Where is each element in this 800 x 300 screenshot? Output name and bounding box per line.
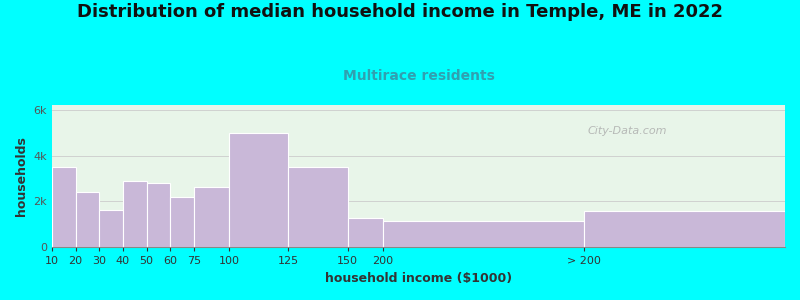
Bar (347, 218, 383, 248)
Bar (383, 221, 584, 248)
Y-axis label: households: households (15, 136, 28, 216)
Text: Distribution of median household income in Temple, ME in 2022: Distribution of median household income … (77, 3, 723, 21)
Bar (170, 197, 194, 248)
Bar (289, 167, 347, 248)
Text: City-Data.com: City-Data.com (587, 126, 666, 136)
Bar (99, 209, 123, 247)
Bar (194, 187, 230, 247)
Bar (52, 167, 76, 248)
Bar (230, 133, 289, 248)
X-axis label: household income ($1000): household income ($1000) (325, 272, 512, 285)
Bar (123, 181, 146, 248)
Bar (146, 183, 170, 248)
Bar (76, 192, 99, 248)
Title: Multirace residents: Multirace residents (342, 69, 494, 83)
Bar (584, 211, 785, 248)
